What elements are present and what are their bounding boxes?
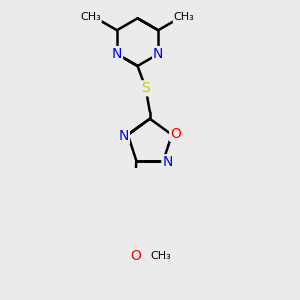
Text: N: N bbox=[112, 47, 122, 61]
Text: S: S bbox=[141, 81, 150, 95]
Text: O: O bbox=[170, 127, 181, 141]
Text: CH₃: CH₃ bbox=[174, 12, 194, 22]
Text: CH₃: CH₃ bbox=[151, 251, 172, 261]
Text: N: N bbox=[153, 47, 164, 61]
Text: N: N bbox=[162, 155, 173, 169]
Text: CH₃: CH₃ bbox=[80, 12, 101, 22]
Text: N: N bbox=[118, 129, 129, 143]
Text: O: O bbox=[130, 249, 141, 263]
